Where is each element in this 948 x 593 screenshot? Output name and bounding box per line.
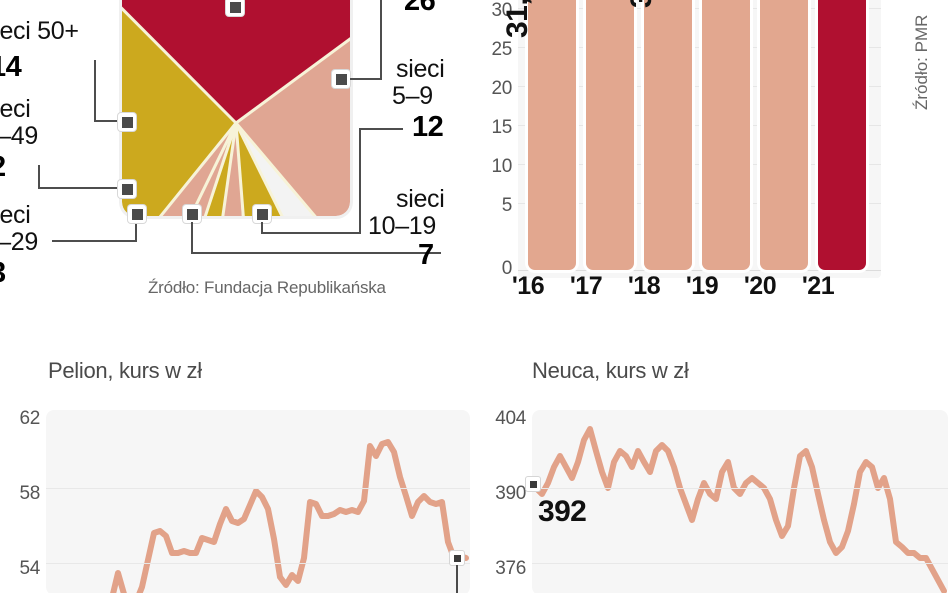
connector-20-29-v: [135, 222, 137, 242]
pie-callout-label1-30-49: sieci: [0, 95, 31, 123]
connector-10-19-v2: [359, 128, 361, 234]
pelion-plot-area: [46, 410, 470, 593]
pie-callout-value-20-29: 3: [0, 258, 6, 288]
bar-2017[interactable]: 33: [586, 0, 634, 270]
bar-xtick-20: '20: [743, 272, 777, 300]
pie-marker-5-9[interactable]: [332, 70, 350, 88]
pie-callout-label2-10-19: 10–19: [368, 212, 437, 240]
bar-xtick-17: '17: [569, 272, 603, 300]
pie-callout-label-50plus: sieci 50+: [0, 17, 79, 45]
bar-gridline-0: [518, 270, 881, 271]
bar-2020[interactable]: 3: [760, 0, 808, 270]
bar-value-2018: 34,: [625, 0, 659, 8]
pie-callout-value-50plus: 14: [0, 51, 22, 83]
neuca-ytick-404: 404: [495, 408, 526, 429]
pelion-ytick-62: 62: [19, 408, 40, 429]
pie-chart-box: 36: [122, 0, 350, 216]
pie-chart-svg: [122, 0, 350, 216]
pie-callout-label2-20-29: 20–29: [0, 228, 39, 256]
bar-chart-panel: 30 25 20 15 10 5 0 31,4 33 34,: [470, 0, 948, 320]
pelion-gridline-54: [46, 563, 470, 564]
bar-ytick-5: 5: [501, 195, 513, 216]
pelion-ytick-54: 54: [19, 558, 40, 579]
connector-10-19-h: [261, 232, 361, 234]
connector-20-29-h: [52, 240, 137, 242]
neuca-chart-title: Neuca, kurs w zł: [532, 358, 689, 383]
bar-gridline-25: [518, 47, 881, 48]
neuca-gridline-376: [532, 563, 948, 564]
connector-30-49-h: [38, 187, 130, 189]
pie-callout-value-top: 26: [404, 0, 436, 17]
pie-marker-top[interactable]: [226, 0, 244, 16]
connector-5-9-v: [380, 0, 382, 78]
connector-bottom-mid-h: [191, 252, 441, 254]
connector-bottom-mid-v: [191, 222, 193, 254]
bar-ytick-15: 15: [491, 117, 512, 138]
neuca-ytick-390: 390: [495, 483, 526, 504]
neuca-ytick-376: 376: [495, 558, 526, 579]
pie-chart-panel: 36 sieci 50+ 14 sieci 30–49 2 sieci 20–2…: [0, 0, 470, 320]
connector-12-h: [359, 128, 403, 130]
pelion-chart-title: Pelion, kurs w zł: [48, 358, 202, 383]
neuca-chart-panel: Neuca, kurs w zł 404 390 376 392: [470, 350, 948, 593]
neuca-gridline-390: [532, 488, 948, 489]
bar-xtick-21: '21: [801, 272, 835, 300]
bar-xtick-16: '16: [511, 272, 545, 300]
bar-chart-yaxis: 30 25 20 15 10 5 0: [470, 0, 512, 280]
bar-2018[interactable]: 34,: [625, 0, 692, 270]
connector-10-19-v: [261, 222, 263, 234]
pie-callout-value-10-19: 7: [418, 239, 434, 271]
bar-gridline-20: [518, 86, 881, 87]
connector-5-9-h: [350, 78, 382, 80]
pelion-ytick-58: 58: [19, 483, 40, 504]
neuca-start-marker[interactable]: [526, 477, 540, 491]
neuca-line-svg: [533, 426, 947, 593]
bar-source-label: Źródło: PMR: [912, 14, 931, 110]
bar-2021[interactable]: [818, 0, 866, 270]
bar-gridline-30: [518, 8, 881, 9]
pelion-marker-dropline: [456, 565, 458, 593]
pie-source-label: Źródło: Fundacja Republikańska: [148, 278, 386, 297]
bar-gridline-10: [518, 164, 881, 165]
connector-30-49-v: [38, 165, 40, 189]
bar-2016[interactable]: 31,4: [501, 0, 576, 270]
bar-xtick-19: '19: [685, 272, 719, 300]
bar-chart-plot: 31,4 33 34, 36 3: [501, 0, 881, 278]
pie-marker-10-19[interactable]: [253, 205, 271, 223]
pelion-gridline-58: [46, 488, 470, 489]
connector-50plus-v: [94, 60, 96, 122]
pelion-chart-panel: Pelion, kurs w zł 62 58 54: [0, 350, 470, 593]
bar-ytick-30: 30: [491, 0, 512, 21]
pie-callout-label1-10-19: sieci: [396, 185, 445, 213]
bar-gridline-15: [518, 125, 881, 126]
pie-marker-bottom-mid[interactable]: [183, 205, 201, 223]
pie-callout-label2-30-49: 30–49: [0, 122, 39, 150]
bar-value-2016: 31,4: [500, 0, 534, 38]
pelion-end-marker[interactable]: [450, 551, 464, 565]
neuca-value-badge: 392: [538, 495, 587, 528]
bar-ytick-10: 10: [491, 156, 512, 177]
pie-marker-20-29[interactable]: [128, 205, 146, 223]
neuca-plot-area: 392: [526, 410, 948, 593]
pie-marker-50plus[interactable]: [118, 113, 136, 131]
bar-ytick-0: 0: [501, 258, 513, 279]
pie-callout-label1-20-29: sieci: [0, 201, 31, 229]
connector-50plus-h: [94, 120, 128, 122]
pie-callout-label2-5-9: 5–9: [392, 82, 433, 110]
bar-gridline-5: [518, 203, 881, 204]
bar-2019[interactable]: 36: [702, 0, 750, 270]
pie-callout-value-5-9: 12: [412, 111, 444, 143]
bar-ytick-20: 20: [491, 78, 512, 99]
pie-marker-30-49[interactable]: [118, 180, 136, 198]
pelion-line-svg: [110, 439, 469, 593]
bar-xtick-18: '18: [627, 272, 661, 300]
bar-ytick-25: 25: [491, 39, 512, 60]
pie-callout-label1-5-9: sieci: [396, 55, 445, 83]
pie-callout-value-30-49: 2: [0, 152, 6, 182]
